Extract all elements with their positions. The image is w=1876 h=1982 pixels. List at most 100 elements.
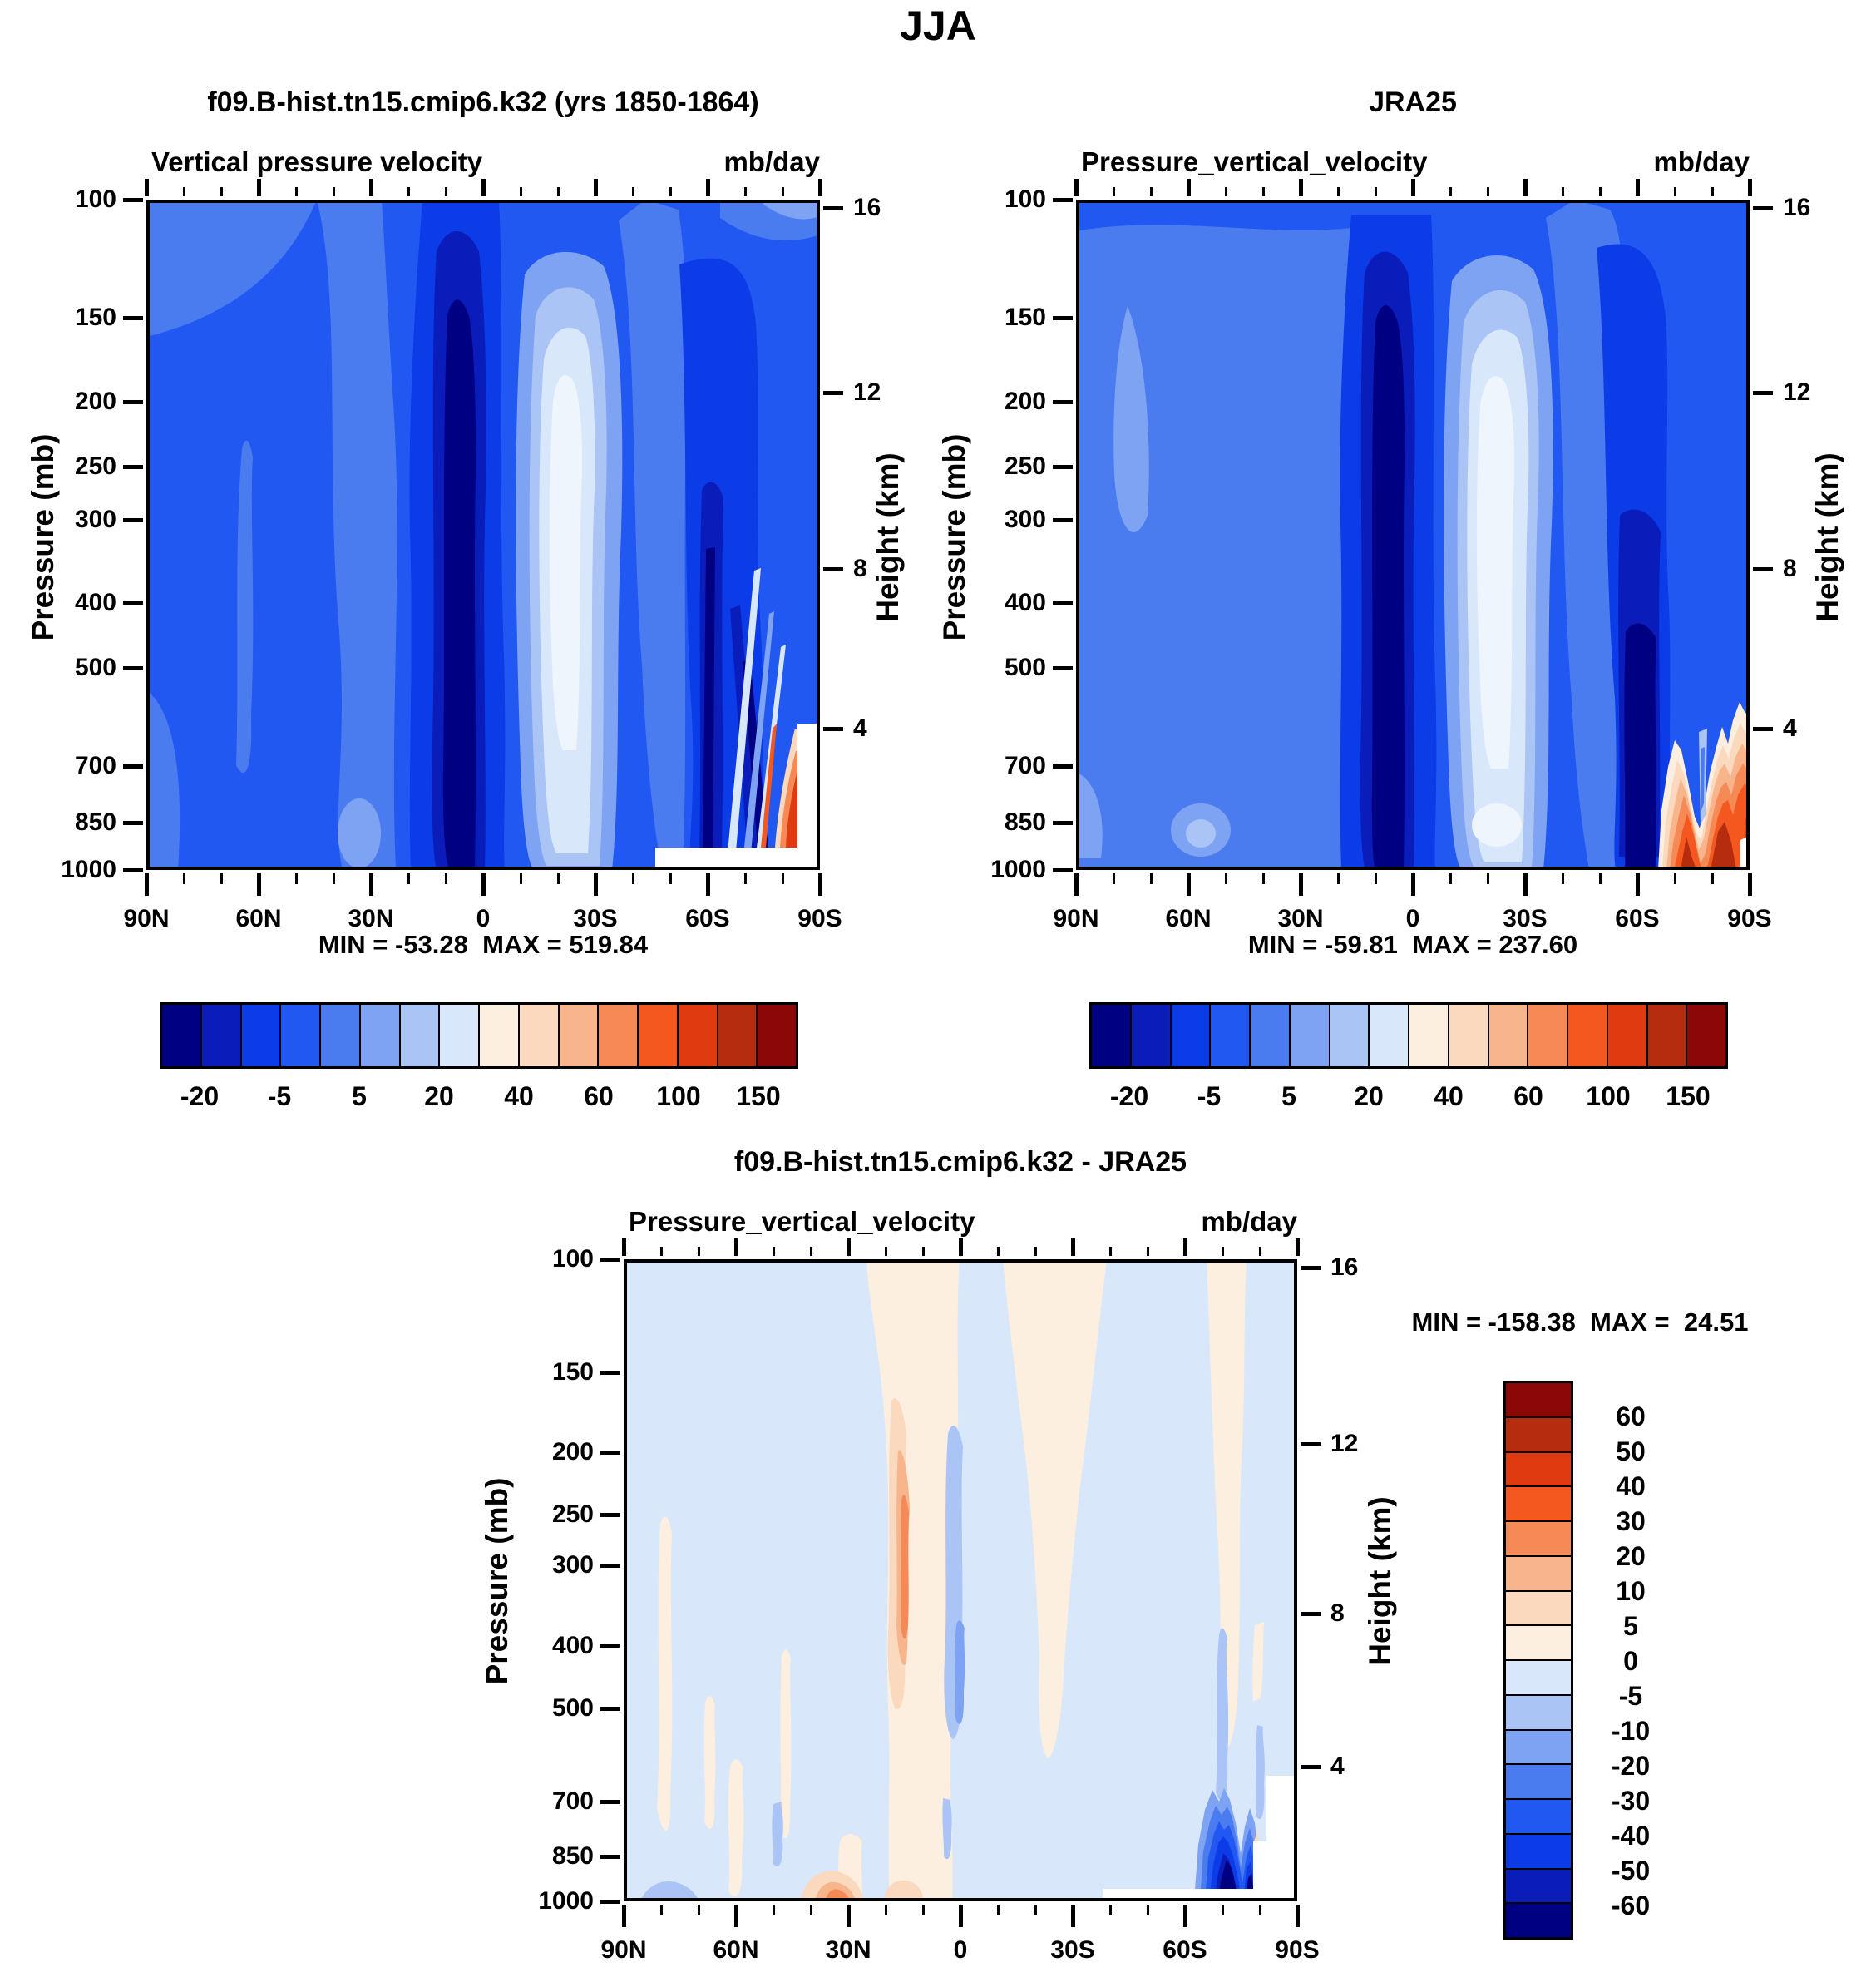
x-tick-mark-top	[846, 1238, 851, 1256]
x-tick-mark-top	[631, 187, 634, 196]
x-tick-label: 60S	[685, 905, 730, 932]
y-tick-label: 700	[1004, 752, 1046, 780]
y-tick-mark	[1053, 821, 1073, 826]
x-tick-label: 0	[476, 905, 491, 932]
diff-colorbar-tick-label: -50	[1611, 1856, 1651, 1886]
x-tick-mark-top	[556, 187, 560, 196]
x-tick-label: 30S	[573, 905, 618, 932]
x-tick-mark-bottom	[407, 873, 410, 884]
y-tick-label: 250	[1004, 452, 1046, 480]
figure-title: JJA	[900, 2, 976, 49]
x-tick-mark-top	[1747, 179, 1752, 196]
x-tick-mark-top	[1336, 187, 1340, 196]
x-tick-label: 60N	[1165, 905, 1212, 932]
colorbar-tick-label: 20	[424, 1081, 454, 1111]
model-stat-line: MIN = -53.28 MAX = 519.84	[318, 930, 649, 959]
x-tick-mark-top	[1186, 179, 1191, 196]
y2-tick-label: 4	[853, 714, 867, 743]
diff-colorbar-tick-label: 20	[1616, 1541, 1646, 1571]
colorbar-cell	[1092, 1005, 1130, 1066]
diff-colorbar-tick-label: -30	[1611, 1786, 1651, 1816]
colorbar-tick-label: 150	[736, 1081, 781, 1111]
reference-contour-svg	[1076, 200, 1750, 870]
y2-tick-label: 16	[1783, 194, 1811, 222]
x-tick-label: 90N	[123, 905, 170, 932]
colorbar-cell	[716, 1005, 757, 1066]
x-tick-mark-bottom	[332, 873, 335, 884]
y-tick-mark	[123, 198, 143, 202]
x-tick-mark-top	[1258, 1247, 1261, 1256]
y2-tick-mark	[1301, 1611, 1321, 1616]
x-tick-mark-bottom	[1561, 873, 1564, 884]
x-tick-mark-top	[368, 179, 373, 196]
colorbar-cell	[1606, 1005, 1646, 1066]
y-tick-mark	[123, 666, 143, 671]
x-tick-mark-bottom	[1182, 1905, 1187, 1927]
colorbar-cell	[1527, 1005, 1567, 1066]
y2-tick-label: 16	[853, 194, 881, 222]
x-tick-mark-bottom	[631, 873, 634, 884]
colorbar-cell	[1368, 1005, 1408, 1066]
y-tick-mark	[1053, 868, 1073, 872]
y-tick-mark	[123, 517, 143, 522]
x-tick-mark-bottom	[1149, 873, 1153, 884]
diff-colorbar-tick-label: 50	[1616, 1436, 1646, 1466]
y-tick-label: 150	[551, 1357, 594, 1386]
x-tick-mark-top	[1298, 179, 1303, 196]
y-tick-label: 150	[74, 303, 116, 331]
y2-tick-label: 4	[1330, 1752, 1345, 1780]
y-tick-label: 400	[74, 589, 116, 617]
y2-tick-mark	[823, 390, 843, 395]
difference-stat-line: MIN = -158.38 MAX = 24.51	[1411, 1307, 1749, 1337]
y-tick-mark	[123, 821, 143, 826]
y-tick-label: 850	[1004, 808, 1046, 837]
x-tick-mark-bottom	[1486, 873, 1489, 884]
diff-colorbar-tick-label: -5	[1618, 1681, 1643, 1711]
x-tick-mark-bottom	[1074, 873, 1079, 896]
diff-colorbar-cell	[1506, 1693, 1571, 1729]
x-tick-mark-bottom	[1336, 873, 1340, 884]
colorbar-cell	[1328, 1005, 1369, 1066]
x-tick-mark-top	[332, 187, 335, 196]
y2-tick-label: 8	[853, 555, 867, 583]
diff-colorbar-cell	[1506, 1624, 1571, 1659]
x-tick-label: 30N	[1277, 905, 1324, 932]
colorbar-tick-label: -20	[1109, 1081, 1149, 1111]
model-panel-title: f09.B-hist.tn15.cmip6.k32 (yrs 1850-1864…	[207, 86, 759, 118]
x-tick-mark-bottom	[697, 1905, 700, 1915]
x-tick-mark-bottom	[1635, 873, 1640, 896]
x-tick-label: 30N	[348, 905, 394, 932]
x-tick-label: 90N	[1053, 905, 1099, 932]
colorbar-cell	[478, 1005, 518, 1066]
x-tick-mark-bottom	[1449, 873, 1452, 884]
x-tick-mark-bottom	[144, 873, 149, 896]
y-tick-mark	[1053, 315, 1073, 320]
diff-colorbar-tick-label: 0	[1623, 1646, 1638, 1676]
x-tick-mark-top	[1224, 187, 1227, 196]
colorbar-cell	[398, 1005, 439, 1066]
x-tick-mark-bottom	[593, 873, 598, 896]
y-tick-mark	[600, 1800, 620, 1805]
colorbar-cell	[200, 1005, 240, 1066]
y-tick-label: 400	[1004, 589, 1046, 617]
x-tick-mark-bottom	[294, 873, 298, 884]
y2-tick-label: 12	[1783, 378, 1811, 406]
x-tick-label: 30S	[1503, 905, 1548, 932]
x-tick-mark-top	[733, 1238, 738, 1256]
x-tick-mark-bottom	[1374, 873, 1377, 884]
x-tick-mark-bottom	[958, 1905, 963, 1927]
x-tick-label: 60N	[713, 1936, 759, 1964]
y-tick-mark	[123, 464, 143, 469]
x-tick-mark-bottom	[1261, 873, 1265, 884]
colorbar-tick-label: 150	[1666, 1081, 1711, 1111]
x-tick-mark-bottom	[519, 873, 522, 884]
colorbar-tick-label: 40	[1434, 1081, 1464, 1111]
diff-colorbar-cell	[1506, 1383, 1571, 1416]
colorbar	[160, 1002, 798, 1069]
colorbar	[1089, 1002, 1728, 1069]
y-tick-mark	[1053, 764, 1073, 769]
x-tick-mark-bottom	[256, 873, 261, 896]
colorbar-cell	[1686, 1005, 1725, 1066]
x-tick-mark-top	[1221, 1247, 1224, 1256]
